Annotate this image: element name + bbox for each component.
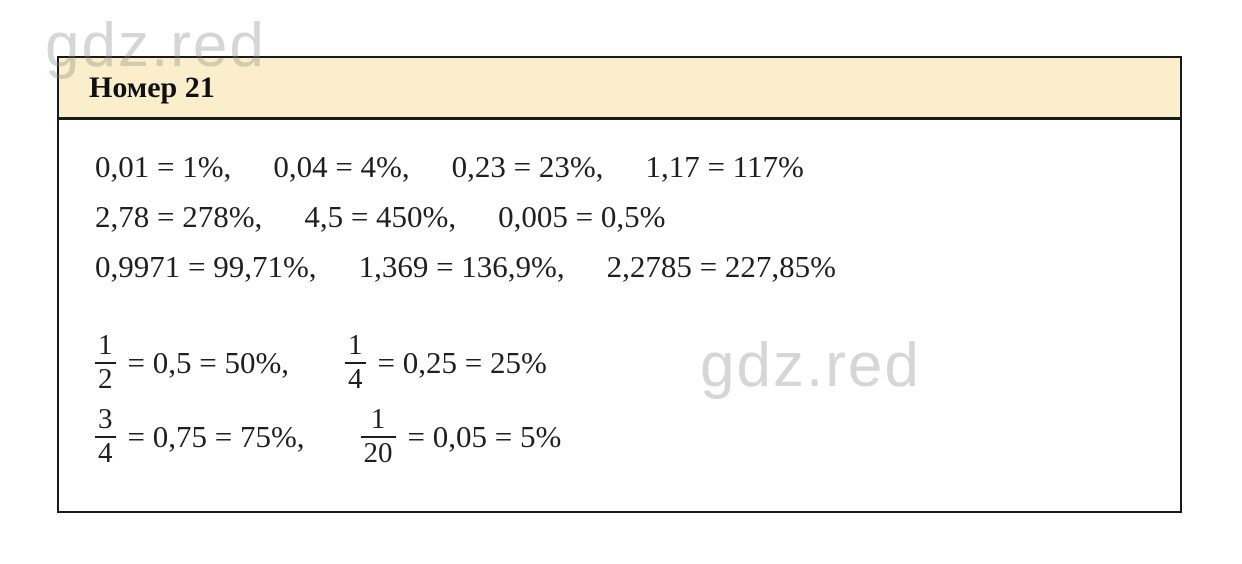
- fraction-result: = 0,05 = 5%: [407, 418, 562, 454]
- equation: 2,78 = 278%,: [95, 199, 263, 234]
- fraction-percent-line-2: 3 4 = 0,75 = 75%, 1 20 = 0,05 = 5%: [95, 402, 1160, 470]
- fraction-equation: 1 20 = 0,05 = 5%: [360, 402, 562, 470]
- decimal-percent-line-1: 0,01 = 1%, 0,04 = 4%, 0,23 = 23%, 1,17 =…: [95, 142, 1160, 192]
- equation: 0,9971 = 99,71%,: [95, 249, 317, 284]
- fraction-bar: [345, 361, 366, 364]
- equation: 4,5 = 450%,: [304, 199, 457, 234]
- fraction: 1 20: [360, 402, 396, 470]
- equation: 2,2785 = 227,85%: [606, 249, 836, 284]
- fraction-equation: 1 4 = 0,25 = 25%: [345, 329, 547, 396]
- equation: 0,04 = 4%,: [273, 149, 410, 184]
- fraction-denominator: 20: [363, 436, 393, 469]
- fraction: 3 4: [95, 402, 116, 470]
- fraction-denominator: 4: [98, 436, 113, 469]
- fraction: 1 4: [345, 329, 366, 396]
- fraction-denominator: 4: [348, 362, 363, 395]
- fraction: 1 2: [95, 329, 116, 396]
- solution-card: Номер 21 0,01 = 1%, 0,04 = 4%, 0,23 = 23…: [57, 56, 1182, 513]
- solution-card-header: Номер 21: [59, 58, 1180, 120]
- fraction-numerator: 1: [370, 402, 386, 435]
- fraction-equation: 3 4 = 0,75 = 75%,: [95, 402, 305, 470]
- fraction-bar: [95, 435, 116, 438]
- fraction-denominator: 2: [98, 362, 113, 395]
- decimal-percent-line-2: 2,78 = 278%, 4,5 = 450%, 0,005 = 0,5%: [95, 192, 1160, 242]
- fraction-equation: 1 2 = 0,5 = 50%,: [95, 329, 290, 396]
- fraction-result: = 0,75 = 75%,: [127, 418, 305, 454]
- fraction-percent-line-1: 1 2 = 0,5 = 50%, 1 4 = 0,25 = 25%: [95, 329, 1160, 396]
- fraction-numerator: 3: [98, 402, 113, 435]
- solution-card-body: 0,01 = 1%, 0,04 = 4%, 0,23 = 23%, 1,17 =…: [59, 120, 1180, 470]
- equation: 0,01 = 1%,: [95, 149, 232, 184]
- equation: 1,369 = 136,9%,: [358, 249, 565, 284]
- fraction-bar: [360, 435, 396, 438]
- decimal-percent-line-3: 0,9971 = 99,71%, 1,369 = 136,9%, 2,2785 …: [95, 242, 1160, 292]
- equation: 0,23 = 23%,: [451, 149, 604, 184]
- fraction-bar: [95, 361, 116, 364]
- equation: 1,17 = 117%: [645, 149, 804, 184]
- fraction-numerator: 1: [98, 329, 113, 361]
- fraction-result: = 0,25 = 25%: [377, 344, 547, 380]
- equation: 0,005 = 0,5%: [498, 199, 666, 234]
- task-number-title: Номер 21: [89, 70, 215, 104]
- fraction-numerator: 1: [348, 329, 363, 361]
- fraction-result: = 0,5 = 50%,: [127, 344, 290, 380]
